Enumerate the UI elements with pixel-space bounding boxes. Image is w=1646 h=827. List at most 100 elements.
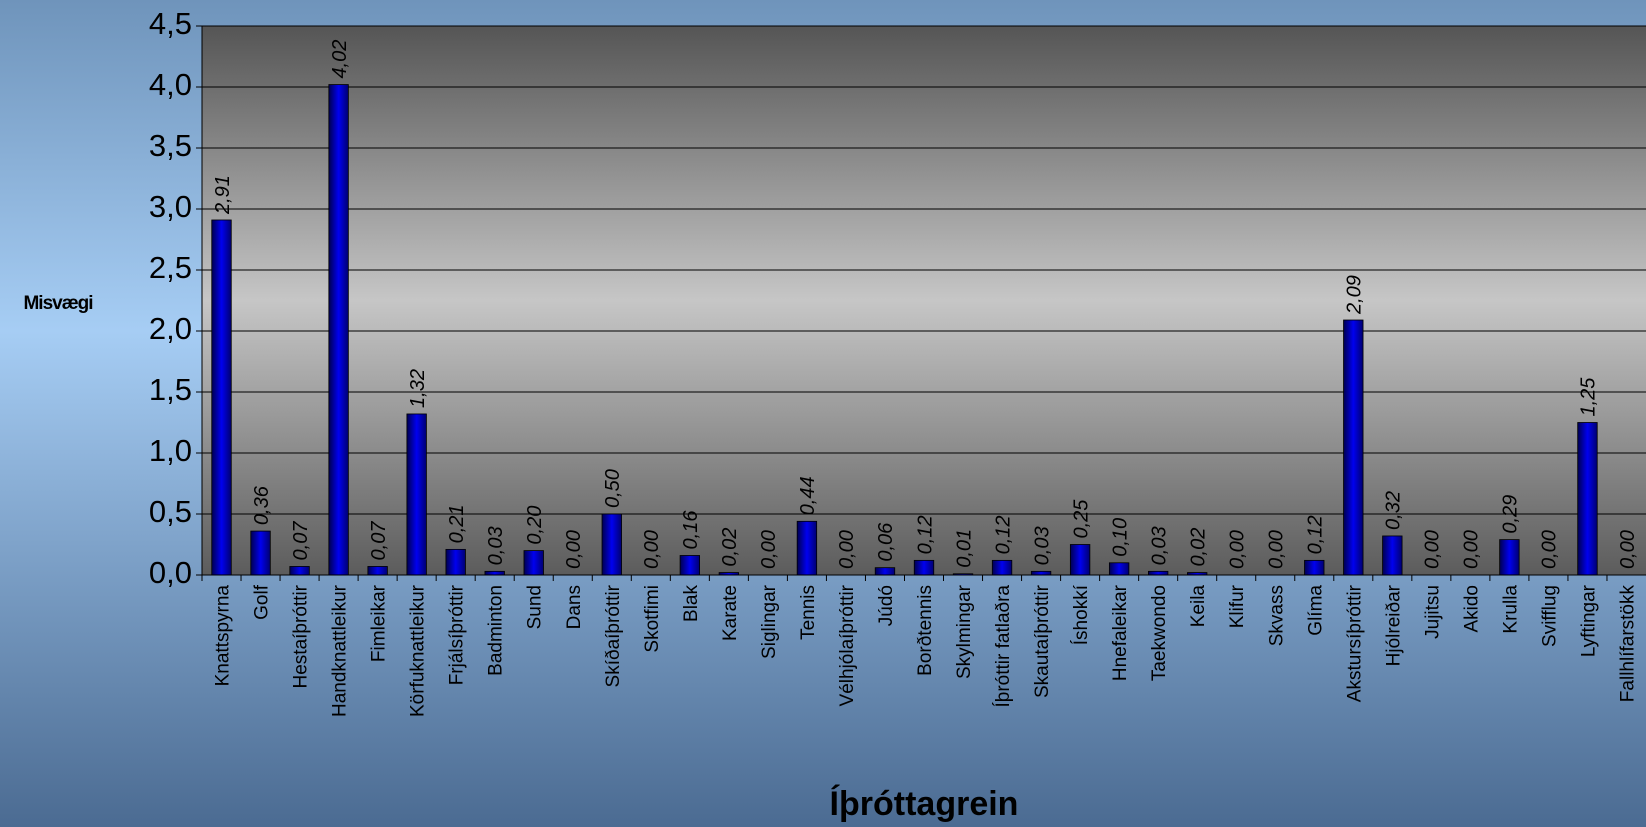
value-label: 0,32 bbox=[1383, 491, 1405, 530]
bar bbox=[367, 566, 388, 576]
bar bbox=[1499, 539, 1520, 576]
value-label: 0,20 bbox=[524, 506, 546, 545]
bar bbox=[601, 513, 622, 576]
bar bbox=[1343, 319, 1364, 576]
value-label: 0,36 bbox=[251, 485, 273, 525]
y-tick-label: 4,5 bbox=[149, 6, 192, 41]
x-tick-label: Handknattleikur bbox=[330, 584, 351, 717]
x-tick-label: Golf bbox=[252, 584, 273, 620]
bar bbox=[1148, 570, 1169, 576]
value-label: 0,29 bbox=[1500, 495, 1522, 534]
value-label: 2,09 bbox=[1344, 275, 1366, 315]
y-tick-label: 0,0 bbox=[149, 555, 192, 590]
x-tick-label: Skíðaíþróttir bbox=[603, 584, 624, 687]
x-tick-label: Hestaíþróttir bbox=[291, 584, 312, 688]
bar bbox=[211, 219, 232, 576]
value-label: 0,07 bbox=[290, 521, 312, 561]
y-tick-label: 3,0 bbox=[149, 189, 192, 224]
bar bbox=[679, 555, 700, 576]
x-tick-label: Dans bbox=[564, 585, 585, 629]
value-label: 2,91 bbox=[212, 175, 234, 215]
value-label: 0,02 bbox=[719, 528, 741, 567]
x-tick-label: Badminton bbox=[486, 585, 507, 676]
x-tick-label: Skotfimi bbox=[642, 585, 663, 653]
x-axis-label: Íþróttagrein bbox=[830, 785, 1019, 823]
value-label: 0,06 bbox=[875, 522, 897, 562]
value-label: 0,03 bbox=[485, 526, 507, 565]
y-tick-label: 3,5 bbox=[149, 128, 192, 163]
y-tick-label: 0,5 bbox=[149, 494, 192, 529]
y-tick-label: 1,0 bbox=[149, 433, 192, 468]
bar bbox=[484, 570, 505, 576]
x-tick-label: Sund bbox=[525, 585, 546, 629]
x-tick-label: Karate bbox=[720, 585, 741, 641]
x-tick-label: Skautaíþróttir bbox=[1032, 584, 1053, 698]
bar bbox=[1030, 570, 1052, 576]
x-tick-label: Skylmingar bbox=[954, 584, 975, 679]
bar bbox=[913, 559, 935, 576]
x-tick-label: Borðtennis bbox=[915, 585, 936, 676]
value-label: 0,00 bbox=[836, 530, 858, 569]
bar bbox=[1069, 544, 1091, 576]
value-label: 0,00 bbox=[1539, 530, 1561, 569]
y-tick-label: 1,5 bbox=[149, 372, 192, 407]
value-label: 0,02 bbox=[1187, 528, 1209, 567]
x-tick-label: Svifflug bbox=[1539, 585, 1560, 647]
value-label: 0,12 bbox=[992, 515, 1014, 554]
value-label: 0,00 bbox=[563, 530, 585, 569]
x-tick-label: Vélhjólaíþróttir bbox=[837, 584, 858, 706]
value-label: 1,32 bbox=[407, 369, 429, 408]
bar bbox=[796, 520, 818, 576]
x-tick-label: Skvass bbox=[1266, 585, 1287, 646]
x-tick-label: Fallhlífarstökk bbox=[1618, 585, 1639, 703]
value-label: 0,00 bbox=[1422, 530, 1444, 569]
value-label: 1,25 bbox=[1578, 377, 1600, 417]
value-label: 0,00 bbox=[1266, 530, 1288, 569]
x-tick-label: Tennis bbox=[798, 585, 819, 640]
bar bbox=[1304, 559, 1325, 576]
x-tick-label: Jujitsu bbox=[1422, 585, 1443, 639]
x-tick-label: Íshokkí bbox=[1071, 584, 1092, 645]
value-label: 0,03 bbox=[1031, 526, 1053, 565]
x-tick-label: Akstursíþróttir bbox=[1344, 584, 1365, 702]
bar bbox=[289, 566, 310, 576]
x-tick-label: Blak bbox=[681, 585, 702, 622]
y-axis-label: Misvægi bbox=[23, 293, 92, 314]
bar bbox=[1577, 422, 1598, 576]
value-label: 0,16 bbox=[680, 510, 702, 550]
x-tick-label: Hnefaleikar bbox=[1110, 584, 1131, 681]
x-tick-label: Akido bbox=[1461, 585, 1482, 633]
value-label: 0,00 bbox=[641, 530, 663, 569]
y-tick-label: 2,0 bbox=[149, 311, 192, 346]
value-label: 0,10 bbox=[1109, 518, 1131, 557]
bar bbox=[1108, 562, 1130, 576]
bar bbox=[1382, 535, 1403, 576]
x-tick-label: Hjólreiðar bbox=[1383, 584, 1404, 666]
bar bbox=[328, 84, 349, 576]
x-tick-label: Siglingar bbox=[759, 584, 780, 659]
value-label: 0,00 bbox=[1461, 530, 1483, 569]
x-tick-label: Knattspyrna bbox=[213, 585, 234, 687]
x-tick-label: Klifur bbox=[1227, 584, 1248, 628]
value-label: 0,01 bbox=[953, 529, 975, 568]
y-tick-label: 4,0 bbox=[149, 67, 192, 102]
value-label: 0,00 bbox=[1226, 530, 1248, 569]
bar bbox=[523, 550, 544, 576]
value-label: 4,02 bbox=[329, 40, 351, 79]
value-label: 0,25 bbox=[1070, 499, 1092, 539]
x-tick-label: Íþróttir fatlaðra bbox=[993, 585, 1014, 708]
x-tick-label: Krulla bbox=[1500, 585, 1521, 634]
value-label: 0,03 bbox=[1148, 526, 1170, 565]
x-tick-label: Frjálsíþróttir bbox=[447, 584, 468, 685]
value-label: 0,21 bbox=[446, 504, 468, 543]
x-tick-label: Glíma bbox=[1305, 585, 1326, 636]
x-tick-label: Körfuknattleikur bbox=[408, 584, 429, 717]
x-tick-label: Júdó bbox=[876, 585, 897, 626]
x-tick-label: Lyftingar bbox=[1578, 584, 1599, 657]
bar bbox=[250, 530, 271, 576]
value-label: 0,12 bbox=[1305, 515, 1327, 554]
value-label: 0,07 bbox=[368, 521, 390, 561]
value-label: 0,00 bbox=[758, 530, 780, 569]
